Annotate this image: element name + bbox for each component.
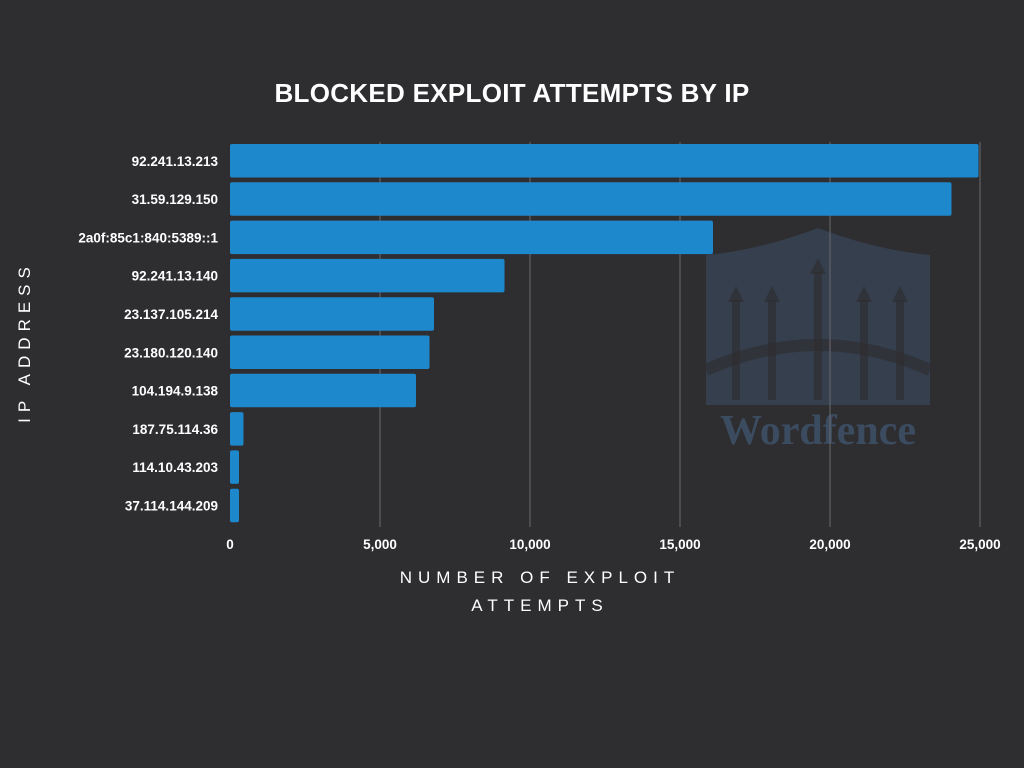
x-tick-labels: 0 5,000 10,000 15,000 20,000 25,000 [226,537,1000,552]
chart-title: BLOCKED EXPLOIT ATTEMPTS BY IP [274,78,750,108]
bars [230,144,979,523]
watermark-spike [732,300,740,400]
y-tick-label: 92.241.13.140 [132,269,218,284]
bar [230,450,239,484]
bar [230,297,434,331]
y-tick-label: 23.137.105.214 [124,307,218,322]
y-tick-label: 2a0f:85c1:840:5389::1 [78,230,218,245]
x-tick-label: 10,000 [509,537,550,552]
watermark-arch [703,339,933,376]
watermark-spike-tip [810,258,826,274]
watermark-spike [896,300,904,400]
x-tick-label: 20,000 [809,537,850,552]
x-tick-label: 5,000 [363,537,397,552]
bar [230,220,713,255]
y-tick-label: 92.241.13.213 [132,154,219,169]
y-tick-labels: 92.241.13.213 31.59.129.150 2a0f:85c1:840:… [78,154,218,514]
watermark-text: Wordfence [720,408,916,454]
bar [230,258,505,293]
x-tick-label: 25,000 [959,537,1000,552]
y-tick-label: 23.180.120.140 [124,345,218,360]
y-tick-label: 187.75.114.36 [132,422,218,437]
bar [230,182,952,216]
watermark-spike-tip [764,286,780,302]
x-axis-title: NUMBER OF EXPLOIT ATTEMPTS [399,568,681,615]
y-tick-label: 114.10.43.203 [132,460,218,475]
watermark-spike-tip [892,286,908,302]
watermark-spike-tip [728,286,744,302]
y-tick-label: 37.114.144.209 [125,498,218,513]
watermark-spike-tip [856,286,872,302]
wordfence-logo-watermark: Wordfence [703,228,933,454]
x-tick-label: 0 [226,537,234,552]
bar [230,335,430,369]
y-axis-title: IP ADDRESS [15,261,34,423]
y-tick-label: 31.59.129.150 [132,192,218,207]
bar [230,373,416,408]
y-tick-label: 104.194.9.138 [132,384,219,399]
bar [230,412,244,446]
watermark-spike [814,272,822,400]
bar [230,488,239,523]
bar [230,144,979,178]
x-tick-label: 15,000 [659,537,700,552]
